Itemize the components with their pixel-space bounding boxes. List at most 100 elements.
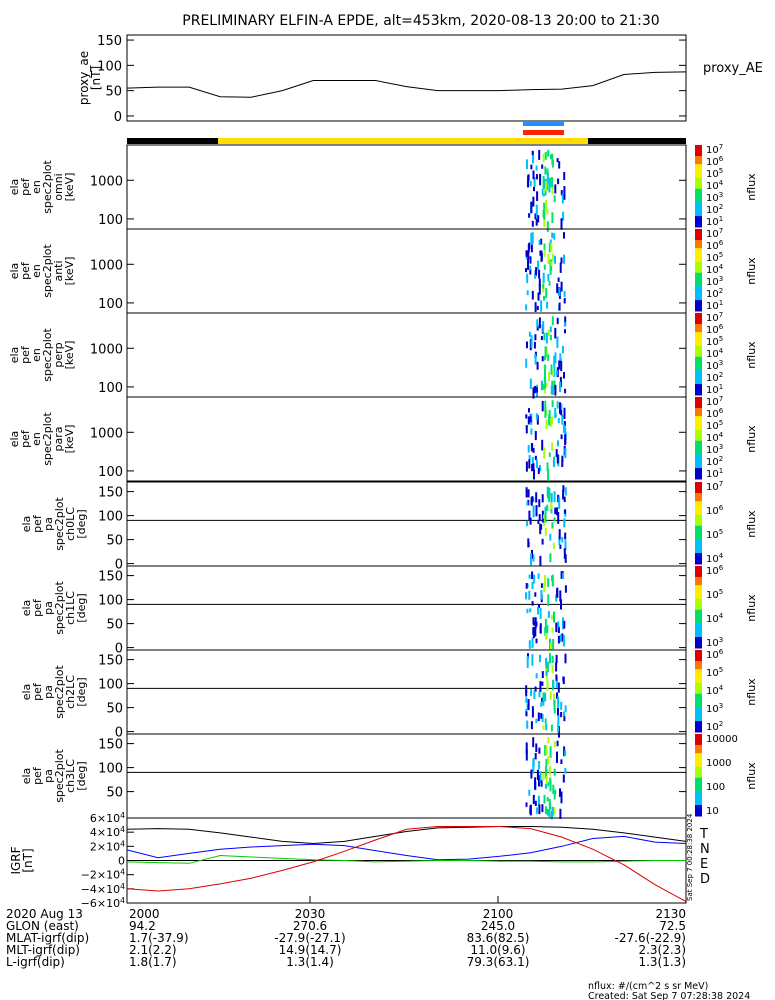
flux-cell [539,465,541,472]
ylabel-text: [nT] [89,66,103,90]
flux-cell [560,712,563,718]
flux-cell [534,385,537,394]
flux-cell [552,369,555,377]
colorbar-swatch [695,470,702,475]
flux-cell [543,355,546,361]
colorbar-swatch [695,609,702,613]
colorbar-swatch [695,337,702,341]
flux-cell [554,255,556,264]
colorbar-swatch [695,650,702,654]
colorbar-swatch [695,685,702,689]
flux-cell [532,387,535,399]
flux-cell [544,407,547,418]
flux-cell [550,385,553,395]
colorbar-tick-label: 102 [706,287,723,300]
colorbar-label: nflux [745,510,758,538]
flux-cell [548,410,551,419]
ylabel-text: [deg] [75,677,88,706]
flux-cell [541,697,544,703]
colorbar-swatch [695,658,702,662]
ylabel-text: pa [42,517,55,531]
flux-cell [541,164,544,169]
ylabel-text: pef [19,177,32,196]
colorbar-swatch [695,245,702,249]
colorbar-swatch [695,495,702,499]
colorbar-swatch [695,440,702,444]
created-note: Created: Sat Sep 7 07:28:38 2024 [588,991,750,1000]
flux-cell [526,341,528,349]
flux-cell [555,594,558,602]
flux-cell [564,554,567,563]
flux-cell [543,295,545,301]
flux-cell [561,414,564,425]
flux-cell [555,674,558,681]
colorbar-swatch [695,264,702,268]
ylabel-text: pef [31,682,44,701]
colorbar-swatch [695,286,702,290]
flux-cell [540,336,543,341]
flux-cell [563,298,566,304]
flux-cell [555,622,558,633]
flux-cell [562,635,565,647]
side-note: Sat Sep 7 00:28:38 2024 [686,813,694,901]
flux-cell [551,177,554,188]
colorbar-swatch [695,501,702,505]
flux-cell [549,653,551,664]
flux-cell [560,361,563,372]
colorbar-tick-label: 106 [706,239,724,252]
flux-cell [531,232,534,245]
flux-cell [535,387,538,393]
flux-cell [548,487,551,499]
flux-cell [527,538,530,548]
flux-cell [534,353,537,358]
flux-cell [543,243,546,251]
flux-cell [550,724,553,732]
flux-cell [528,408,530,413]
colorbar-swatch [695,427,702,431]
colorbar-swatch [695,582,702,586]
flux-cell [525,711,528,717]
flux-cell [532,737,535,748]
x-row-value: 245.0 [481,919,515,933]
colorbar-swatch [695,161,702,165]
spectrogram-panel-7: 150100500elapefpaspec2plotch2LC[deg]1061… [20,648,758,741]
colorbar-swatch [695,196,702,201]
colorbar-swatch [695,221,702,225]
flux-cell [551,442,554,451]
colorbar-swatch [695,375,702,380]
colorbar-swatch [695,660,702,665]
flux-cell [563,509,566,514]
colorbar-swatch [695,677,702,681]
flux-cell [557,635,560,644]
flux-cell [560,218,563,230]
flux-cell [545,288,548,299]
y-tick-label: 0 [118,855,125,868]
flux-cell [557,724,560,733]
colorbar-swatch [695,794,702,798]
colorbar-swatch [695,805,702,809]
colorbar-swatch [695,576,702,581]
flux-cell [530,335,533,341]
ylabel-text: spec2plot [53,581,66,635]
y-tick-label: −4×104 [81,881,125,896]
flux-cell [558,535,561,546]
flux-cell [549,553,552,563]
spectrogram-panel-1: 1000100elapefenspec2plotomni[keV]1071061… [8,143,758,232]
ylabel-text: spec2plot [41,328,54,382]
flux-cell [560,403,563,410]
flux-cell [551,522,554,529]
colorbar-swatch [695,378,702,382]
colorbar-tick-label: 103 [706,275,723,288]
y-tick-label: 4×104 [90,825,125,840]
colorbar-swatch [695,313,702,317]
flux-cell [549,777,552,785]
flux-cell [525,592,527,600]
y-tick-label: 1000 [90,258,123,273]
flux-cell [557,621,560,628]
flux-cell [550,364,553,375]
flux-cell [539,607,542,619]
flux-cell [525,304,528,311]
flux-cell [538,603,540,608]
flux-cell [535,673,538,679]
